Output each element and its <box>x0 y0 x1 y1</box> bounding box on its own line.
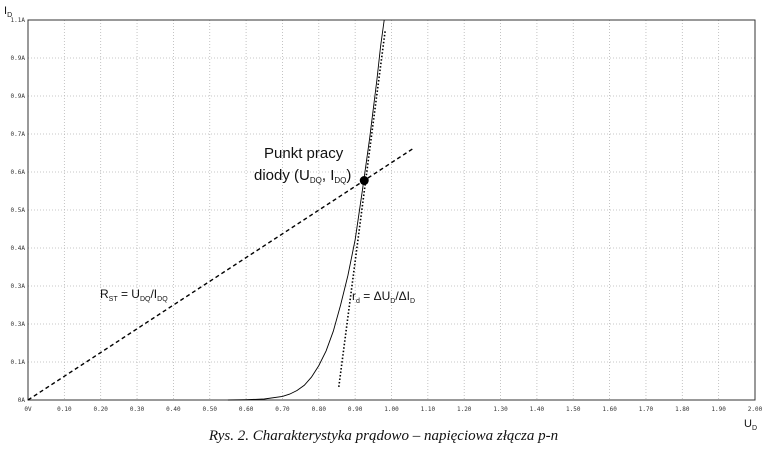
iv-characteristic-curve <box>227 19 385 401</box>
x-tick-label: 1.80 <box>675 406 690 413</box>
y-tick-label: 0.7A <box>11 131 26 138</box>
y-tick-label: 0.3A <box>11 321 26 328</box>
x-tick-label: 0.60 <box>239 406 254 413</box>
x-tick-label: 1.40 <box>530 406 545 413</box>
x-tick-label: 0.10 <box>57 406 72 413</box>
y-tick-label: 0.4A <box>11 245 26 252</box>
x-tick-label: 1.00 <box>384 406 399 413</box>
x-tick-label: 1.70 <box>639 406 654 413</box>
dynamic-resistance-tangent <box>338 29 387 388</box>
y-tick-label: 1.1A <box>11 17 26 24</box>
x-tick-label: 0.50 <box>203 406 218 413</box>
operating-point-marker <box>359 176 369 186</box>
figure-caption: Rys. 2. Charakterystyka prądowo – napięc… <box>208 428 559 444</box>
x-tick-label: 2.00 <box>748 406 763 413</box>
x-tick-label: 1.90 <box>711 406 726 413</box>
x-tick-label: 1.30 <box>493 406 508 413</box>
y-tick-label: 0.9A <box>11 55 26 62</box>
x-tick-label: 1.20 <box>457 406 472 413</box>
y-tick-labels: 0A 0.1A 0.3A 0.3A 0.4A 0.5A 0.6A 0.7A 0.9A 0.9A 1.… <box>11 17 26 404</box>
x-tick-label: 0V <box>24 406 32 413</box>
x-tick-label: 1.10 <box>421 406 436 413</box>
x-tick-label: 0.90 <box>348 406 363 413</box>
y-tick-label: 0.3A <box>11 283 26 290</box>
y-tick-label: 0.5A <box>11 207 26 214</box>
y-tick-label: 0A <box>18 397 26 404</box>
x-tick-label: 1.60 <box>602 406 617 413</box>
rd-annotation: rd = ΔUD/ΔID <box>352 289 415 305</box>
x-tick-labels: 0V 0.10 0.20 0.30 0.40 0.50 0.60 0.70 0.80 0.90 1.… <box>24 406 762 413</box>
operating-point-label-line2: diody (UDQ, IDQ) <box>254 167 351 185</box>
grid <box>28 20 755 400</box>
y-tick-label: 0.1A <box>11 359 26 366</box>
x-tick-label: 0.30 <box>130 406 145 413</box>
rst-annotation: RST = UDQ/IDQ <box>100 287 168 303</box>
plot-frame <box>27 19 756 401</box>
x-tick-label: 0.20 <box>93 406 108 413</box>
x-tick-label: 1.50 <box>566 406 581 413</box>
x-tick-label: 0.70 <box>275 406 290 413</box>
x-tick-label: 0.80 <box>312 406 327 413</box>
y-tick-label: 0.9A <box>11 93 26 100</box>
operating-point-label-line1: Punkt pracy <box>264 145 344 162</box>
y-axis-label: ID <box>4 5 12 19</box>
y-tick-label: 0.6A <box>11 169 26 176</box>
x-axis-label: UD <box>744 418 757 432</box>
series-group <box>27 19 414 401</box>
x-tick-label: 0.40 <box>166 406 181 413</box>
